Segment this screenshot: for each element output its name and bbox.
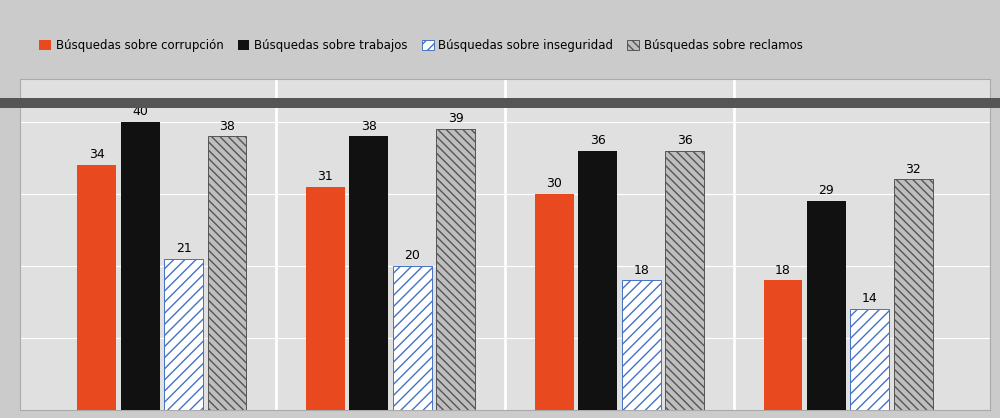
- Text: 39: 39: [448, 112, 464, 125]
- Text: 18: 18: [775, 264, 791, 277]
- Bar: [665, 150, 704, 410]
- Bar: [164, 259, 203, 410]
- Bar: [850, 309, 889, 410]
- Legend: Búsquedas sobre corrupción, Búsquedas sobre trabajos, Búsquedas sobre insegurida: Búsquedas sobre corrupción, Búsquedas so…: [36, 36, 806, 56]
- Bar: [578, 150, 617, 410]
- Bar: [306, 186, 345, 410]
- Text: 40: 40: [132, 105, 148, 118]
- Text: 29: 29: [819, 184, 834, 197]
- Text: 31: 31: [318, 170, 333, 183]
- Text: 38: 38: [361, 120, 377, 133]
- Text: 20: 20: [404, 249, 420, 262]
- Text: 21: 21: [176, 242, 191, 255]
- Bar: [807, 201, 846, 410]
- Text: 32: 32: [905, 163, 921, 176]
- Text: 36: 36: [590, 134, 606, 147]
- Bar: [894, 179, 933, 410]
- Bar: [535, 194, 574, 410]
- Bar: [622, 280, 661, 410]
- Bar: [764, 280, 802, 410]
- Bar: [436, 129, 475, 410]
- Bar: [121, 122, 160, 410]
- Text: 14: 14: [862, 292, 878, 305]
- Bar: [393, 266, 432, 410]
- Bar: [208, 136, 246, 410]
- Text: 18: 18: [633, 264, 649, 277]
- Bar: [349, 136, 388, 410]
- Text: 36: 36: [677, 134, 692, 147]
- Text: 38: 38: [219, 120, 235, 133]
- Text: 30: 30: [546, 177, 562, 190]
- Bar: [77, 165, 116, 410]
- Text: 34: 34: [89, 148, 105, 161]
